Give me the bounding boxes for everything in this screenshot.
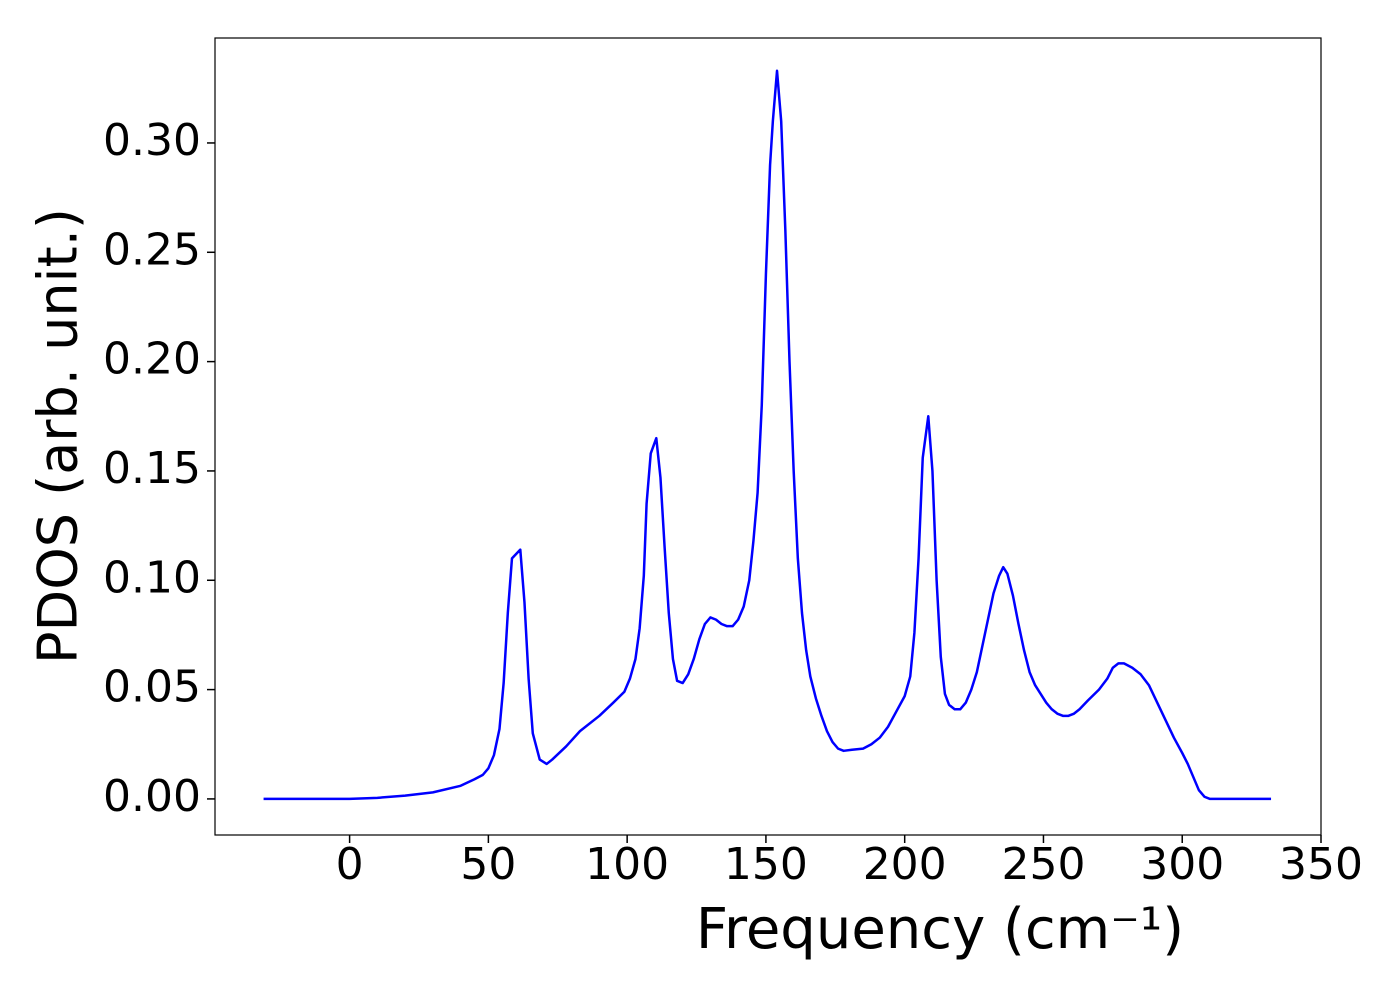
y-axis-label: PDOS (arb. unit.)	[27, 208, 90, 664]
y-tick-label: 0.15	[103, 443, 201, 494]
x-axis-label: Frequency (cm⁻¹)	[696, 897, 1184, 962]
y-tick-label: 0.25	[103, 224, 201, 275]
x-tick-label: 50	[460, 839, 516, 890]
x-tick-label: 150	[724, 839, 808, 890]
pdos-line	[263, 69, 1272, 801]
x-tick-label: 350	[1279, 839, 1363, 890]
y-tick-label: 0.30	[103, 115, 201, 166]
y-tick-label: 0.05	[103, 662, 201, 713]
x-tick-label: 250	[1001, 839, 1085, 890]
x-tick-label: 0	[336, 839, 364, 890]
y-tick-label: 0.00	[103, 771, 201, 822]
x-tick-label: 200	[863, 839, 947, 890]
x-tick-label: 100	[585, 839, 669, 890]
plot-frame	[214, 37, 1322, 836]
y-tick-label: 0.20	[103, 334, 201, 385]
x-tick-label: 300	[1140, 839, 1224, 890]
y-tick-label: 0.10	[103, 552, 201, 603]
